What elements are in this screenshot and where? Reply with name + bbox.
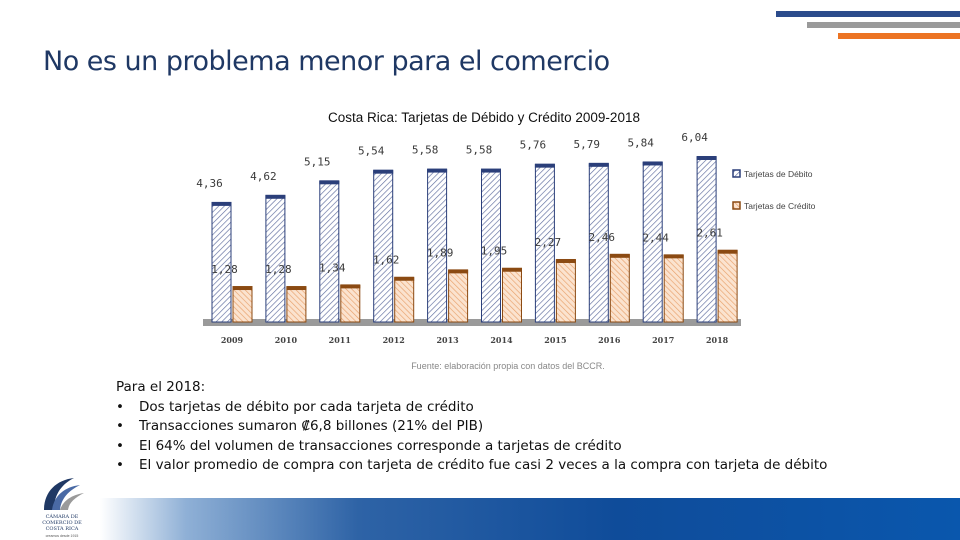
x-tick-2011: 2011: [329, 335, 351, 345]
bar-cap-debit-2013: [427, 168, 448, 173]
bar-cap-credit-2014: [502, 267, 522, 272]
bar-credit-2017: [663, 254, 684, 323]
bar-chart: Costa Rica: Tarjetas de Débido y Crédito…: [196, 110, 816, 371]
bar-credit-2009: [232, 286, 253, 323]
value-label-credit-2016: 2,46: [589, 231, 616, 244]
bar-cap-debit-2014: [481, 168, 501, 173]
logo-name: CÁMARA DE COMERCIO DE COSTA RICA: [42, 514, 82, 532]
logo-tagline: creamos desde 1915: [45, 534, 79, 538]
legend-label-debit: Tarjetas de Débito: [744, 169, 813, 179]
legend-label-credit: Tarjetas de Crédito: [744, 201, 816, 211]
bar-cap-debit-2017: [642, 161, 663, 166]
bar-credit-2014: [502, 268, 522, 323]
bar-cap-debit-2016: [588, 162, 609, 167]
value-label-debit-2018: 6,04: [681, 131, 708, 144]
bar-cap-debit-2011: [319, 180, 340, 185]
legend-swatch-credit: [732, 201, 741, 210]
bar-cap-credit-2011: [340, 284, 361, 289]
notes-block: Para el 2018: Dos tarjetas de débito por…: [116, 378, 827, 476]
bar-cap-credit-2009: [232, 286, 253, 291]
value-label-debit-2017: 5,84: [627, 136, 654, 149]
value-label-debit-2011: 5,15: [304, 155, 331, 168]
value-label-credit-2018: 2,61: [696, 227, 723, 240]
bar-cap-credit-2017: [663, 254, 684, 259]
value-label-debit-2013: 5,58: [412, 144, 439, 157]
x-tick-2016: 2016: [598, 335, 621, 345]
notes-item: El valor promedio de compra con tarjeta …: [116, 456, 827, 476]
x-tick-2009: 2009: [221, 335, 244, 345]
x-tick-2010: 2010: [275, 335, 298, 345]
value-label-credit-2015: 2,27: [535, 236, 562, 249]
chart-title: Costa Rica: Tarjetas de Débido y Crédito…: [328, 110, 640, 125]
x-tick-2014: 2014: [490, 335, 513, 345]
value-label-credit-2017: 2,44: [642, 231, 669, 244]
value-label-debit-2009: 4,36: [196, 177, 223, 190]
notes-item: Transacciones sumaron ₡6,8 billones (21%…: [116, 417, 827, 437]
chamber-logo: CÁMARA DE COMERCIO DE COSTA RICA creamos…: [34, 474, 90, 540]
bar-cap-credit-2013: [448, 269, 469, 274]
bar-cap-debit-2009: [211, 201, 232, 206]
notes-item: El 64% del volumen de transacciones corr…: [116, 437, 827, 457]
value-label-credit-2014: 1,95: [481, 245, 508, 258]
x-tick-2015: 2015: [544, 335, 566, 345]
x-tick-2018: 2018: [706, 335, 729, 345]
chart-source: Fuente: elaboración propia con datos del…: [411, 361, 605, 371]
notes-item: Dos tarjetas de débito por cada tarjeta …: [116, 398, 827, 418]
logo-swoosh-icon: [44, 478, 84, 510]
legend-swatch-debit: [732, 169, 741, 178]
chart-floor: [203, 319, 741, 326]
value-label-debit-2016: 5,79: [574, 138, 601, 151]
x-tick-2013: 2013: [436, 335, 459, 345]
value-label-credit-2012: 1,62: [373, 254, 400, 267]
bar-cap-credit-2015: [555, 258, 576, 263]
bar-cap-credit-2012: [394, 276, 415, 281]
notes-heading: Para el 2018:: [116, 379, 206, 395]
value-label-debit-2014: 5,58: [466, 144, 493, 157]
header-stripe-blue: [776, 11, 960, 17]
value-label-debit-2012: 5,54: [358, 145, 385, 158]
bar-credit-2015: [555, 259, 576, 323]
bar-cap-debit-2010: [265, 194, 286, 199]
x-tick-2012: 2012: [383, 335, 405, 345]
bar-debit-2012: [373, 170, 394, 323]
header-stripe-gray: [807, 22, 960, 28]
value-label-credit-2010: 1,28: [265, 263, 292, 276]
value-label-credit-2013: 1,89: [427, 246, 454, 259]
bar-cap-credit-2018: [717, 249, 738, 254]
bar-credit-2018: [717, 250, 738, 323]
bar-cap-debit-2018: [696, 156, 717, 160]
bar-debit-2011: [319, 180, 340, 323]
slide-title: No es un problema menor para el comercio: [43, 46, 610, 77]
notes-list: Dos tarjetas de débito por cada tarjeta …: [116, 398, 827, 476]
value-label-debit-2010: 4,62: [250, 170, 277, 183]
x-tick-2017: 2017: [652, 335, 674, 345]
header-stripe-orange: [838, 33, 960, 39]
bar-credit-2011: [340, 284, 361, 323]
bar-cap-debit-2015: [534, 163, 555, 168]
bar-cap-credit-2016: [609, 253, 630, 258]
bar-cap-credit-2010: [286, 286, 307, 291]
footer-bar: [100, 498, 960, 540]
value-label-credit-2011: 1,34: [319, 261, 346, 274]
bar-credit-2016: [609, 254, 630, 323]
bar-credit-2013: [448, 269, 469, 323]
bar-debit-2010: [265, 195, 286, 323]
bar-credit-2012: [394, 277, 415, 323]
bar-credit-2010: [286, 286, 307, 323]
value-label-debit-2015: 5,76: [520, 139, 547, 152]
value-label-credit-2009: 1,28: [211, 263, 238, 276]
bar-cap-debit-2012: [373, 169, 394, 174]
